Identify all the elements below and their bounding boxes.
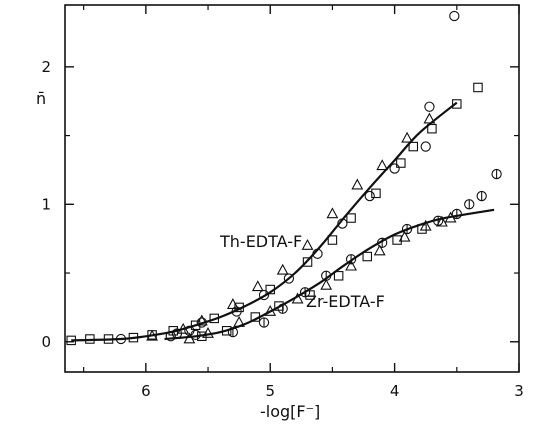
data-point-square [168, 326, 178, 336]
data-point-square [197, 331, 207, 342]
data-point-square [265, 284, 275, 295]
data-point-circle-bar [299, 287, 311, 298]
data-point-triangle [373, 244, 386, 256]
data-point-triangle [226, 298, 239, 309]
data-point-square [396, 158, 406, 168]
data-point-triangle [398, 230, 411, 242]
tick-marks [65, 5, 520, 372]
data-point-square [452, 99, 462, 109]
data-point-circle-bar [258, 317, 270, 328]
data-point-square [408, 141, 419, 152]
data-point-triangle [177, 322, 190, 334]
data-point-circle [337, 218, 348, 229]
data-point-circle-bar [491, 168, 502, 180]
data-point-triangle [419, 219, 432, 231]
data-point-triangle [146, 329, 159, 341]
curve-label-th-edta-f: Th-EDTA-F [219, 232, 302, 251]
data-point-square [327, 235, 338, 245]
data-point-square [128, 332, 139, 343]
x-tick-label: 4 [390, 382, 400, 400]
y-tick-label: 0 [41, 333, 51, 351]
data-point-square [302, 257, 313, 267]
data-point-square [103, 334, 114, 344]
data-point-circle [424, 101, 435, 112]
data-point-triangle [401, 131, 414, 143]
data-point-circle [420, 141, 431, 152]
y-tick-label: 2 [41, 58, 51, 76]
data-point-triangle [264, 304, 277, 316]
data-point-square [333, 271, 344, 281]
y-axis-title: n̄ [36, 89, 46, 108]
data-point-circle-bar [377, 237, 388, 248]
data-point-triangle [301, 238, 314, 250]
curve-th-edta-f [71, 101, 458, 342]
data-point-triangle [376, 159, 389, 171]
data-point-circle [449, 10, 460, 22]
data-point-triangle [326, 207, 339, 219]
data-point-circle [283, 273, 295, 284]
data-point-circle [190, 329, 201, 341]
data-point-square [221, 326, 232, 336]
data-point-triangle [276, 263, 289, 275]
data-point-triangle [233, 315, 246, 327]
data-point-square [362, 251, 373, 262]
data-point-triangle [320, 278, 333, 290]
data-point-circle [165, 331, 176, 342]
data-point-square [66, 335, 76, 346]
data-point-square [427, 123, 437, 134]
data-point-square [473, 82, 483, 93]
data-markers [66, 10, 502, 346]
data-point-triangle [183, 332, 196, 344]
y-tick-label: 1 [41, 195, 51, 213]
data-point-triangle [423, 112, 436, 124]
x-tick-label: 5 [265, 382, 275, 400]
data-point-square [85, 334, 95, 344]
data-point-triangle [251, 280, 264, 292]
x-tick-label: 3 [514, 382, 524, 400]
data-point-square [234, 302, 244, 313]
data-point-square [417, 224, 427, 234]
data-point-circle-bar [451, 208, 462, 220]
data-point-circle-bar [476, 190, 487, 202]
x-axis-title: -log[F⁻] [260, 402, 320, 421]
data-point-circle-bar [227, 326, 239, 338]
data-point-circle [115, 333, 127, 345]
tick-labels: 6 5 4 3 0 1 2 [41, 58, 523, 400]
data-point-square [392, 235, 402, 245]
data-point-circle-bar [401, 223, 413, 235]
data-point-circle [364, 190, 375, 202]
data-point-square [209, 313, 220, 324]
data-point-circle-bar [345, 254, 357, 265]
data-point-triangle [435, 215, 448, 227]
curve-label-zr-edta-f: Zr-EDTA-F [306, 292, 385, 311]
data-point-square [346, 213, 356, 223]
x-tick-label: 6 [141, 382, 151, 400]
data-point-circle-bar [321, 270, 332, 281]
data-point-circle-bar [464, 199, 475, 210]
data-point-triangle [195, 314, 208, 326]
data-point-square [250, 312, 261, 322]
data-point-circle [196, 317, 207, 328]
data-point-triangle [202, 326, 214, 338]
data-point-triangle [351, 178, 364, 190]
data-point-triangle [345, 259, 358, 271]
data-point-square [371, 188, 381, 199]
data-point-square [305, 290, 315, 300]
data-point-triangle [291, 292, 304, 304]
data-point-circle-bar [277, 303, 288, 314]
data-point-circle [312, 248, 323, 259]
plot-frame [64, 4, 520, 373]
data-point-circle [258, 289, 270, 301]
data-point-circle [389, 163, 400, 174]
data-point-circle-bar [433, 215, 444, 226]
